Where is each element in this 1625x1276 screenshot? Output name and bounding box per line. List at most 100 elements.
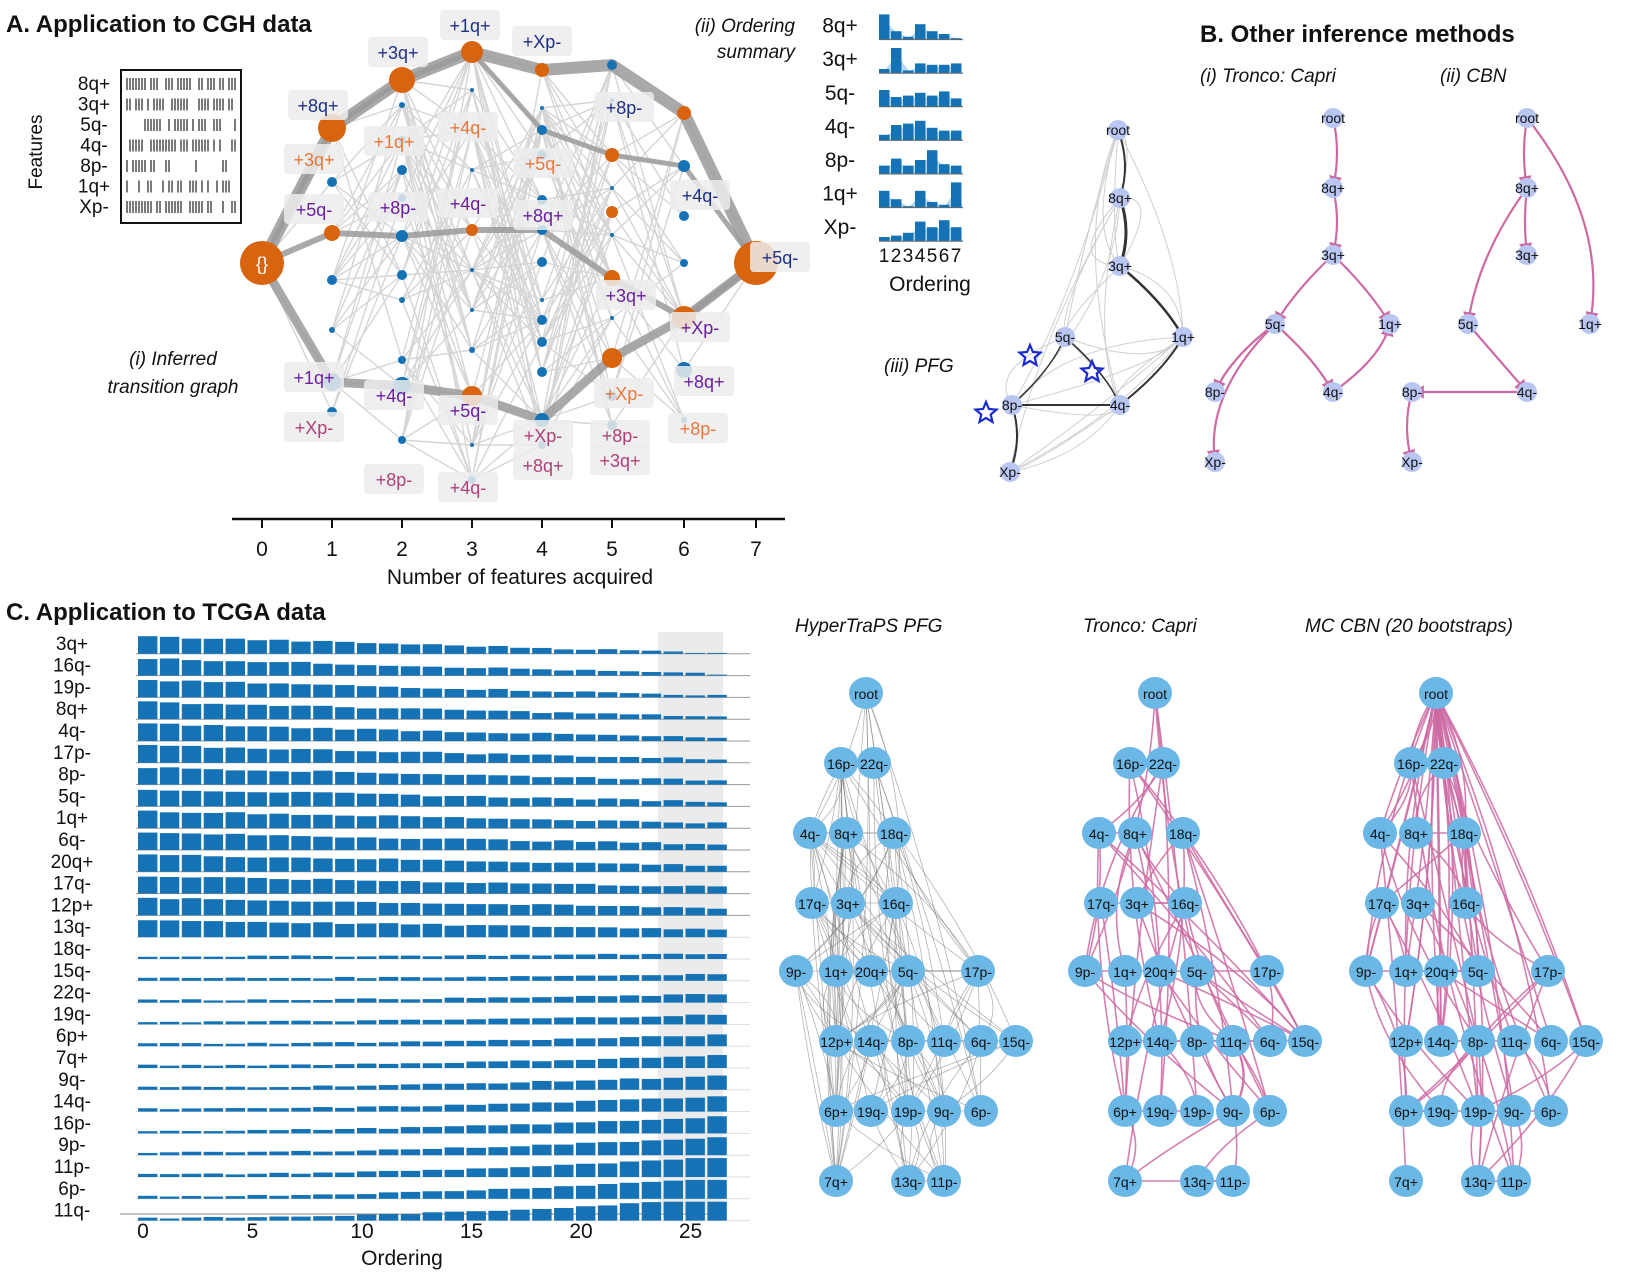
tcga-net-label-1-23: 9q- [1223,1104,1244,1120]
pfg-edge-main [1009,404,1019,473]
tcga-net-label-1-1: 16p- [1116,756,1144,772]
tcga-bar [357,1194,377,1199]
tcga-bar [641,1140,662,1156]
tcga-bar [159,1196,180,1199]
tcga-bar [378,1042,399,1047]
tcga-bar [247,1151,267,1156]
tcga-bar [597,1017,618,1025]
tcga-net-edge [1463,832,1552,1112]
tcga-bar [247,921,267,938]
tcga-bar [357,956,377,959]
tcga-net-edge [1477,1040,1587,1112]
tcga-bar [291,814,311,829]
tcga-net-label-0-24: 6p- [971,1104,992,1120]
tcga-bar [510,925,530,938]
tcga-bar [707,929,727,938]
tcga-bar [707,974,727,981]
tcga-net-node [1424,955,1458,987]
tcga-bar [422,1169,443,1177]
tcga-net-node [1534,1095,1568,1127]
summary-bar [951,227,962,242]
tcga-net-node [1424,1025,1458,1057]
tcga-bar [159,956,180,959]
tcga-bar [357,643,377,654]
pfg-node-label-5: 4q- [1110,397,1131,413]
tcga-bar [554,755,574,763]
summary-row-label-3: 4q- [825,115,855,138]
tcga-bar [313,1172,333,1177]
summary-row-label-4: 8p- [825,149,855,172]
tcga-bar [400,1041,421,1047]
tcga-bar [422,1191,443,1199]
tcga-net-node [831,887,865,919]
transition-label-box [512,26,572,56]
transition-label-25: +8q+ [522,456,563,476]
tcga-bar [444,774,464,785]
tcga-net-label-0-14: 12p+ [820,1034,852,1050]
tcga-bar [576,1100,596,1112]
tcga-net-edge [795,970,837,1182]
summary-bar [891,31,902,40]
transition-label-box [750,242,810,272]
tcga-bar [619,1203,640,1221]
tcga-bar [663,886,683,894]
tcga-bar [357,880,377,894]
tcga-bar [707,674,727,676]
tcga-bar [313,922,333,938]
tcga-bar [291,771,311,785]
tcga-bar [203,877,224,894]
tcga-bar [181,1022,202,1025]
tcga-row-label-9: 6q- [58,830,85,851]
tcga-bar [335,1215,355,1221]
tcga-net-edge [893,832,945,1182]
tcga-bar [532,1080,552,1090]
tcga-bar [291,857,311,872]
tcga-bar [685,1036,705,1047]
graph-node [398,436,406,444]
tcga-bar [663,1056,683,1068]
tcga-bar [203,921,224,938]
tcga-bar [400,977,421,981]
tcga-bar [357,1063,377,1068]
tcga-net-node [1108,955,1142,987]
tcga-bar [554,840,574,850]
tcga-bar [488,882,508,894]
tcga-bar [597,1142,618,1156]
tcga-net-label-2-21: 19q- [1427,1104,1455,1120]
tcga-bar [466,1168,486,1177]
tcga-bar [444,732,464,741]
tcga-bar [138,1086,158,1090]
tcga-bar [619,779,640,785]
tcga-bar [532,819,552,829]
transition-label-box [364,380,424,410]
graph-node [327,177,337,187]
tcga-bar [619,1099,640,1112]
tcga-bar [291,836,311,850]
tcga-bar [444,860,464,872]
tcga-bar [138,876,158,894]
tcga-bar [554,1102,574,1112]
tcga-bar [444,817,464,829]
graph-node [606,206,618,218]
tcga-bar [138,1131,158,1134]
tcga-bar [510,1103,530,1112]
tcga-net-label-2-5: 18q- [1450,826,1478,842]
summary-bar [903,95,914,107]
tcga-bar [269,792,289,807]
tcga-bar [641,821,662,829]
graph-edge-thin [471,261,543,311]
tcga-net-node [1108,1025,1142,1057]
graph-edge-thin [541,69,613,156]
tcga-bar [510,841,530,850]
tcga-bar [159,723,180,741]
tcga-bar [225,857,245,872]
tcga-bar [619,799,640,807]
tcga-net-label-0-11: 20q+ [855,964,887,980]
tcga-bar [707,822,727,829]
graph-edge-thin [331,274,403,331]
tcga-net-edge [809,832,909,1182]
tcga-bar [444,1104,464,1112]
tcga-bar [291,641,311,654]
tcga-bar [247,662,267,676]
tcga-bar [335,685,355,698]
